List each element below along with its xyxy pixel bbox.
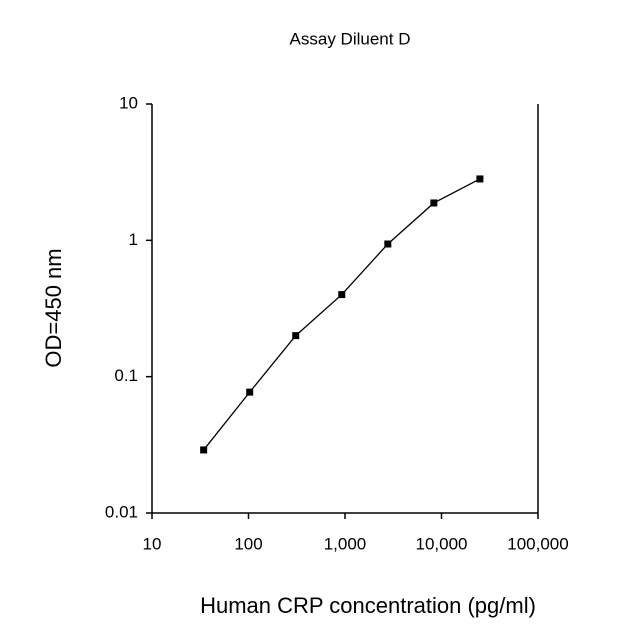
y-tick-label: 0.1 [114, 366, 138, 385]
x-axis-label: Human CRP concentration (pg/ml) [200, 593, 536, 618]
data-point [476, 175, 484, 183]
x-tick-label: 100,000 [507, 534, 568, 553]
y-tick-label: 10 [119, 93, 138, 112]
data-point [292, 332, 300, 340]
series-line [203, 178, 481, 451]
y-tick-label: 1 [129, 230, 138, 249]
data-point [338, 291, 346, 299]
x-tick-label: 1,000 [324, 534, 367, 553]
x-tick-label: 100 [234, 534, 262, 553]
x-tick-label: 10 [143, 534, 162, 553]
x-tick-label: 10,000 [416, 534, 468, 553]
data-point [384, 240, 392, 248]
data-point [200, 446, 208, 454]
y-axis-label: OD=450 nm [41, 248, 66, 367]
chart-title: Assay Diluent D [290, 29, 411, 48]
data-point [246, 388, 254, 396]
data-point [430, 199, 438, 207]
y-tick-label: 0.01 [105, 502, 138, 521]
